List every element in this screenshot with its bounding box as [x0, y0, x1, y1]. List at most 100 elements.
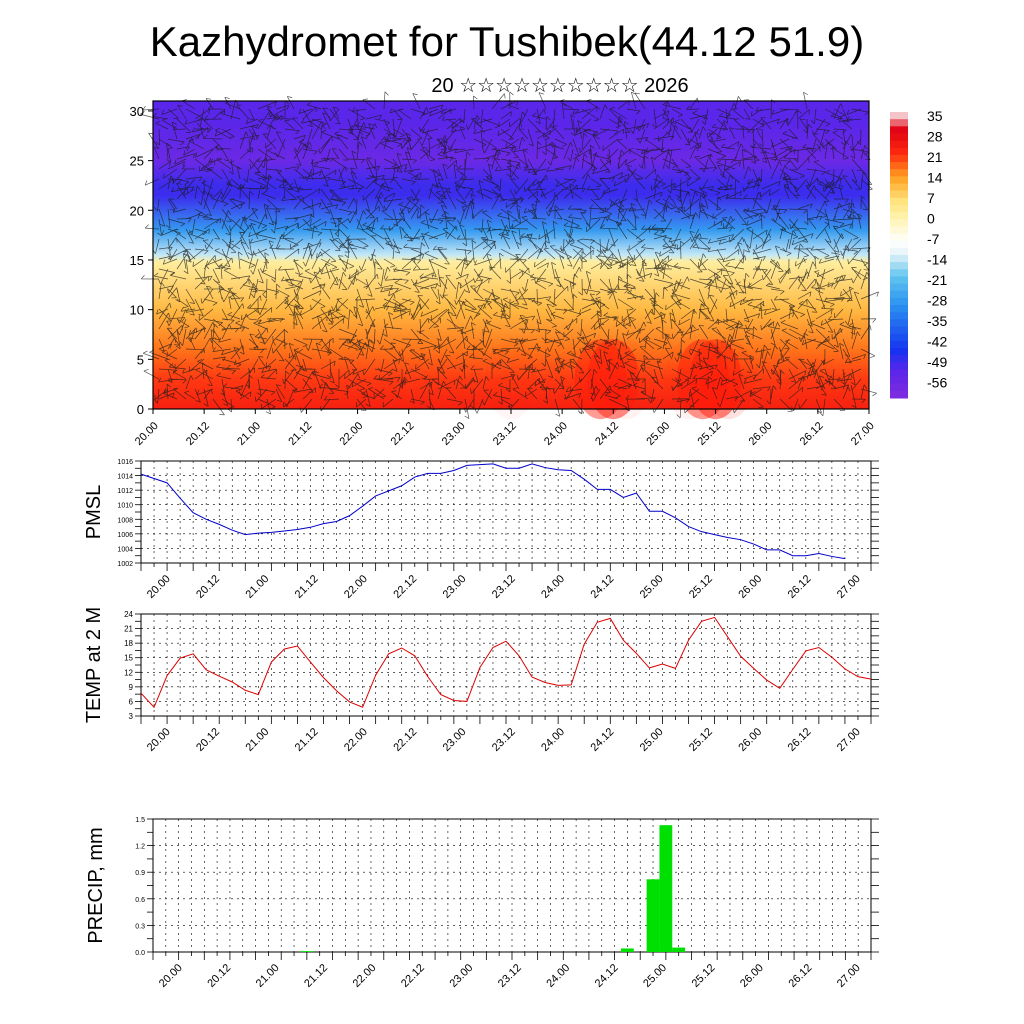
colorbar-label: 0: [927, 211, 935, 227]
x-ticks: [140, 716, 872, 724]
x-tick-label: 23.00: [447, 962, 475, 990]
y-tick-label: 30: [130, 104, 144, 119]
x-tick-label: 22.00: [342, 573, 370, 601]
y-tick-label: 1006: [117, 532, 133, 539]
x-tick-label: 21.00: [254, 962, 282, 990]
cross-section-panel: 0 5 10 15 20 25 30 20.00 20.12 21.00 21.12 22.00 22.…: [130, 91, 879, 448]
colorbar-segment: [890, 183, 908, 192]
x-tick-label: 23.12: [490, 726, 518, 754]
pmsl-panel: 1002 1004 1006 1008 1010 1012 1014 1016 20.00 20.…: [83, 459, 879, 601]
grid: [141, 613, 871, 717]
x-tick-label: 26.00: [747, 420, 775, 448]
x-tick-label: 22.00: [351, 962, 379, 990]
colorbar: 35 28 21 14 7 0 -7 -14 -21 -28 -35 -42 -49 -56: [890, 108, 947, 399]
y-tick-label: 15: [124, 654, 133, 663]
x-tick-label: 26.12: [798, 420, 826, 448]
colorbar-label: -42: [927, 334, 947, 350]
x-tick-label: 25.00: [641, 962, 669, 990]
y-tick-label: 1002: [117, 561, 133, 568]
x-tick-label: 23.00: [441, 726, 469, 754]
colorbar-segment: [890, 169, 908, 177]
y-tick-label: 1008: [117, 517, 133, 524]
x-tick-label: 22.12: [391, 726, 419, 754]
colorbar-segment: [890, 355, 908, 363]
y-tick-label: 0.9: [135, 870, 145, 877]
chart-subtitle: 20 ☆☆☆☆☆☆☆☆☆☆ 2026: [431, 75, 689, 97]
colorbar-segment: [890, 133, 908, 142]
panel-frame: [140, 613, 872, 717]
x-tick-label: 26.12: [786, 962, 814, 990]
y-tick-label: 18: [124, 639, 133, 648]
x-tick-label: 24.00: [539, 573, 567, 601]
colorbar-label: -56: [927, 375, 947, 391]
colorbar-segment: [890, 369, 908, 378]
x-tick-label: 21.12: [293, 573, 321, 601]
x-tick-label: 23.00: [440, 420, 468, 448]
colorbar-label: -28: [927, 293, 947, 309]
colorbar-segment: [890, 340, 908, 349]
x-tick-label: 23.12: [496, 962, 524, 990]
x-tick-label: 21.00: [235, 420, 263, 448]
y-axis-title: TEMP at 2 M: [83, 607, 105, 723]
x-tick-label: 20.00: [145, 573, 173, 601]
y-tick-label: 1004: [117, 546, 133, 553]
x-tick-label: 21.00: [243, 573, 271, 601]
y-axis-title: PRECIP, mm: [85, 827, 107, 943]
colorbar-segment: [890, 212, 908, 220]
x-tick-label: 22.00: [342, 726, 370, 754]
y-tick-label: 24: [124, 610, 133, 619]
y-tick-label: 1.5: [135, 817, 145, 824]
y-tick-label: 9: [129, 683, 134, 692]
colorbar-segment: [890, 112, 908, 120]
colorbar-label: -21: [927, 272, 947, 288]
x-tick-label: 23.12: [491, 420, 519, 448]
x-tick-label: 26.12: [786, 726, 814, 754]
y-ticks: [147, 818, 879, 953]
x-tick-label: 23.12: [490, 573, 518, 601]
x-tick-label: 25.00: [644, 420, 672, 448]
x-tick-label: 21.00: [243, 726, 271, 754]
y-tick-label: 15: [130, 253, 144, 268]
y-tick-label: 21: [124, 625, 133, 634]
x-ticks: [152, 952, 872, 960]
colorbar-segment: [890, 240, 908, 249]
colorbar-segment: [890, 154, 908, 163]
x-tick-label: 24.12: [588, 573, 616, 601]
colorbar-segment: [890, 226, 908, 235]
x-tick-label: 24.12: [593, 962, 621, 990]
precip-bar: [300, 951, 314, 952]
colorbar-label: -7: [927, 231, 940, 247]
x-tick-label: 20.00: [133, 420, 161, 448]
colorbar-segment: [890, 119, 908, 127]
x-tick-label: 23.00: [441, 573, 469, 601]
x-tick-label: 24.00: [539, 726, 567, 754]
y-tick-label: 0.3: [135, 923, 145, 930]
precip-bar: [659, 825, 673, 952]
x-tick-label: 22.12: [389, 420, 417, 448]
colorbar-label: -14: [927, 252, 947, 268]
x-tick-label: 24.12: [593, 420, 621, 448]
temp-panel: 3 6 9 12 15 18 21 24 20.00 20.12 21.00 21.12 22.00 22…: [83, 607, 879, 754]
x-tick-label: 26.12: [786, 573, 814, 601]
x-tick-label: 22.12: [399, 962, 427, 990]
y-tick-label: 3: [129, 712, 134, 721]
x-tick-label: 25.12: [687, 726, 715, 754]
colorbar-segment: [890, 305, 908, 313]
colorbar-label: 21: [927, 149, 943, 165]
y-ticks: [135, 613, 879, 717]
x-tick-label: 24.00: [544, 962, 572, 990]
x-tick-label: 24.12: [588, 726, 616, 754]
y-tick-label: 1014: [117, 474, 133, 481]
colorbar-segment: [890, 347, 908, 356]
y-tick-label: 0: [137, 402, 144, 417]
precip-panel: 0.0 0.3 0.6 0.9 1.2 1.5 20.00 20.12 21.00 21.12 22…: [85, 817, 879, 990]
colorbar-segment: [890, 162, 908, 170]
colorbar-segment: [890, 312, 908, 320]
x-tick-label: 27.00: [835, 962, 863, 990]
colorbar-segment: [890, 290, 908, 299]
colorbar-segment: [890, 326, 908, 335]
colorbar-segment: [890, 276, 908, 285]
colorbar-segment: [890, 283, 908, 292]
colorbar-segment: [890, 319, 908, 327]
